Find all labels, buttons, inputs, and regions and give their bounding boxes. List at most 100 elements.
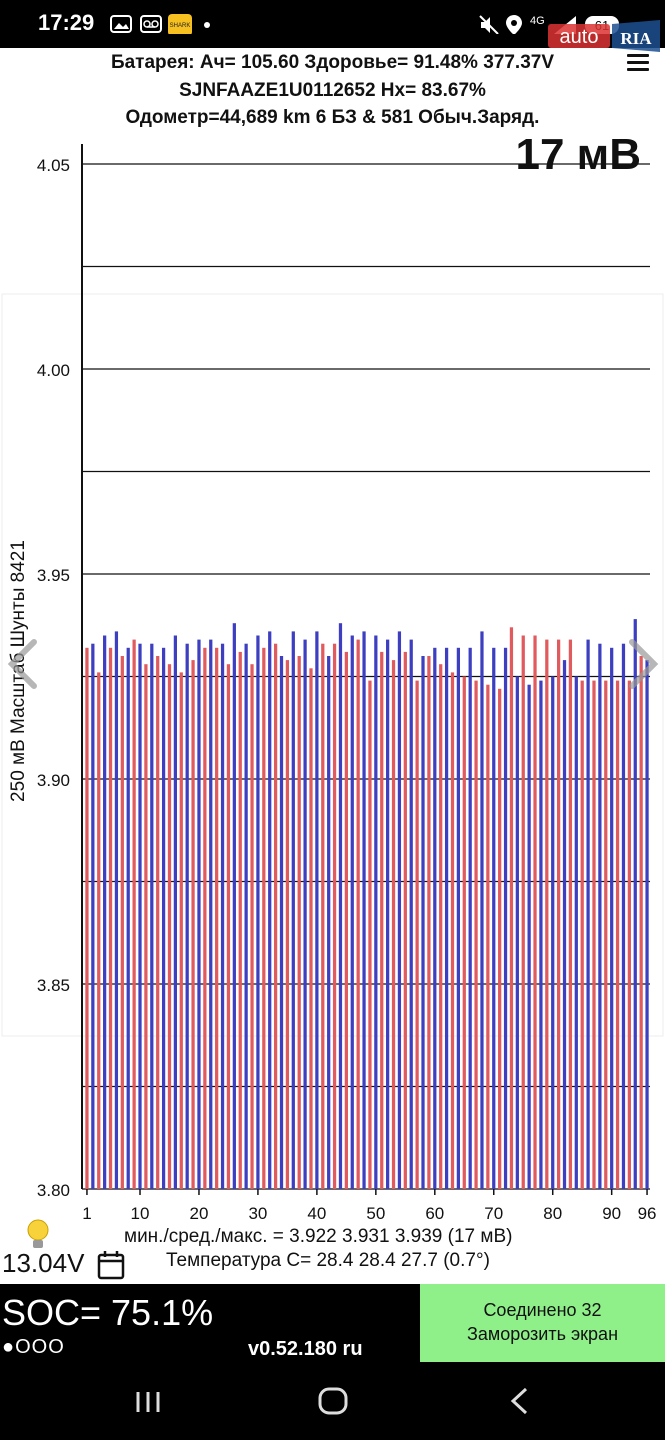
- cell-bar: [262, 647, 266, 1189]
- cell-bar: [509, 627, 514, 1189]
- cell-bar: [568, 639, 573, 1189]
- cell-bar: [462, 676, 466, 1189]
- cell-bar: [150, 643, 154, 1189]
- cell-bar: [256, 635, 260, 1189]
- cell-bar: [374, 635, 378, 1189]
- cell-bar: [598, 643, 602, 1189]
- cell-bar: [533, 635, 537, 1189]
- cell-bar: [580, 680, 584, 1189]
- cell-bar: [327, 656, 331, 1189]
- spread-label: 17 мВ: [515, 130, 642, 179]
- cell-bar: [144, 664, 148, 1189]
- odometer: Одометр=44,689 km 6 БЗ & 581 Обыч.Заряд.: [125, 107, 540, 128]
- cell-bar: [97, 672, 101, 1189]
- cell-bar: [515, 676, 519, 1189]
- x-tick-label: 50: [366, 1204, 385, 1223]
- cell-bar: [621, 643, 626, 1189]
- cell-bar: [279, 656, 284, 1189]
- svg-text:SHARK: SHARK: [170, 23, 191, 29]
- cell-bar: [645, 660, 649, 1189]
- cell-bar: [456, 647, 461, 1189]
- prev-page-arrow-icon[interactable]: [4, 636, 40, 692]
- cell-bar: [338, 623, 343, 1189]
- cell-bar: [427, 656, 431, 1189]
- cell-bar: [492, 647, 496, 1189]
- cell-bar: [527, 684, 531, 1189]
- bottom-panel: SOC= 75.1% ●OOO v0.52.180 ru Соединено 3…: [0, 1284, 665, 1364]
- cell-bar: [521, 635, 525, 1189]
- cell-bar: [610, 647, 614, 1189]
- watermark-logo: auto RIA: [548, 20, 660, 52]
- cell-bar: [173, 635, 178, 1189]
- freeze-screen-button[interactable]: Соединено 32 Заморозить экран: [420, 1284, 665, 1362]
- cell-bar: [108, 647, 113, 1189]
- x-tick-label: 10: [131, 1204, 150, 1223]
- cell-bar: [285, 660, 290, 1189]
- cell-bar: [421, 656, 425, 1189]
- x-tick-label: 20: [190, 1204, 209, 1223]
- cell-voltage-chart: 3.80 3.85 3.90 3.95 4.00 4.05 1 10 20 30 40 50 60 70 8…: [1, 144, 664, 1223]
- cell-bar: [120, 656, 124, 1189]
- cell-bar: [220, 643, 225, 1189]
- cell-bar: [362, 631, 366, 1189]
- cell-bar: [132, 639, 136, 1189]
- lightbulb-icon[interactable]: [24, 1218, 52, 1252]
- cell-bar: [344, 651, 348, 1189]
- cell-bar: [185, 643, 189, 1189]
- page-dots[interactable]: ●OOO: [2, 1336, 65, 1358]
- back-icon[interactable]: [508, 1386, 530, 1416]
- cell-bar: [156, 656, 160, 1189]
- cell-bar: [91, 643, 95, 1189]
- calendar-icon[interactable]: [97, 1250, 125, 1280]
- vin-health: SJNFAAZE1U0112652 Hx= 83.67%: [179, 80, 486, 101]
- temperature: Температура С= 28.4 28.4 27.7 (0.7°): [166, 1250, 490, 1271]
- y-tick-label: 3.90: [37, 771, 70, 790]
- cell-bar: [268, 631, 272, 1189]
- aux-voltage: 13.04V: [2, 1248, 85, 1278]
- freeze-label: Заморозить экран: [466, 1324, 619, 1344]
- cell-bar: [403, 651, 407, 1189]
- soc-value: SOC= 75.1%: [2, 1292, 214, 1333]
- cell-bar: [103, 635, 107, 1189]
- dot-icon: [204, 22, 210, 28]
- cell-bar: [391, 660, 396, 1189]
- recents-icon[interactable]: [134, 1388, 162, 1416]
- network-label: 4G: [530, 15, 545, 27]
- cell-bar: [551, 676, 555, 1189]
- cell-bar: [291, 631, 295, 1189]
- voicemail-icon: [140, 15, 162, 33]
- shark-app-icon: SHARK: [168, 14, 192, 34]
- cell-bar: [486, 684, 490, 1189]
- cell-bar: [503, 647, 508, 1189]
- cell-bar: [167, 664, 172, 1189]
- cell-bar: [444, 647, 449, 1189]
- battery-summary: Батарея: Ач= 105.60 Здоровье= 91.48% 377…: [110, 52, 555, 73]
- cell-bar: [474, 680, 478, 1189]
- navigation-bar: [0, 1364, 665, 1440]
- cell-bar: [161, 647, 166, 1189]
- cell-bar: [604, 680, 608, 1189]
- y-tick-label: 3.85: [37, 976, 70, 995]
- cell-bar: [574, 676, 578, 1189]
- y-tick-label: 4.05: [37, 156, 70, 175]
- y-tick-label: 3.95: [37, 566, 70, 585]
- cell-bar: [138, 643, 142, 1189]
- x-tick-label: 30: [248, 1204, 267, 1223]
- cell-bar: [539, 680, 543, 1189]
- status-bar: 17:29 SHARK 4G 61 auto RIA: [0, 0, 665, 52]
- cell-bar: [297, 656, 301, 1189]
- home-icon[interactable]: [318, 1386, 348, 1416]
- cell-bar: [226, 664, 231, 1189]
- cell-bar: [386, 639, 390, 1189]
- cell-bar: [545, 639, 549, 1189]
- cell-bar: [627, 680, 631, 1189]
- chart-panel: [1, 293, 664, 1037]
- cell-bar: [368, 680, 372, 1189]
- next-page-arrow-icon[interactable]: [626, 636, 662, 692]
- cell-bar: [615, 680, 620, 1189]
- cell-bar: [238, 651, 242, 1189]
- menu-icon[interactable]: [627, 54, 649, 72]
- cell-bar: [433, 647, 437, 1189]
- cell-bar: [303, 639, 307, 1189]
- cell-bar: [250, 664, 254, 1189]
